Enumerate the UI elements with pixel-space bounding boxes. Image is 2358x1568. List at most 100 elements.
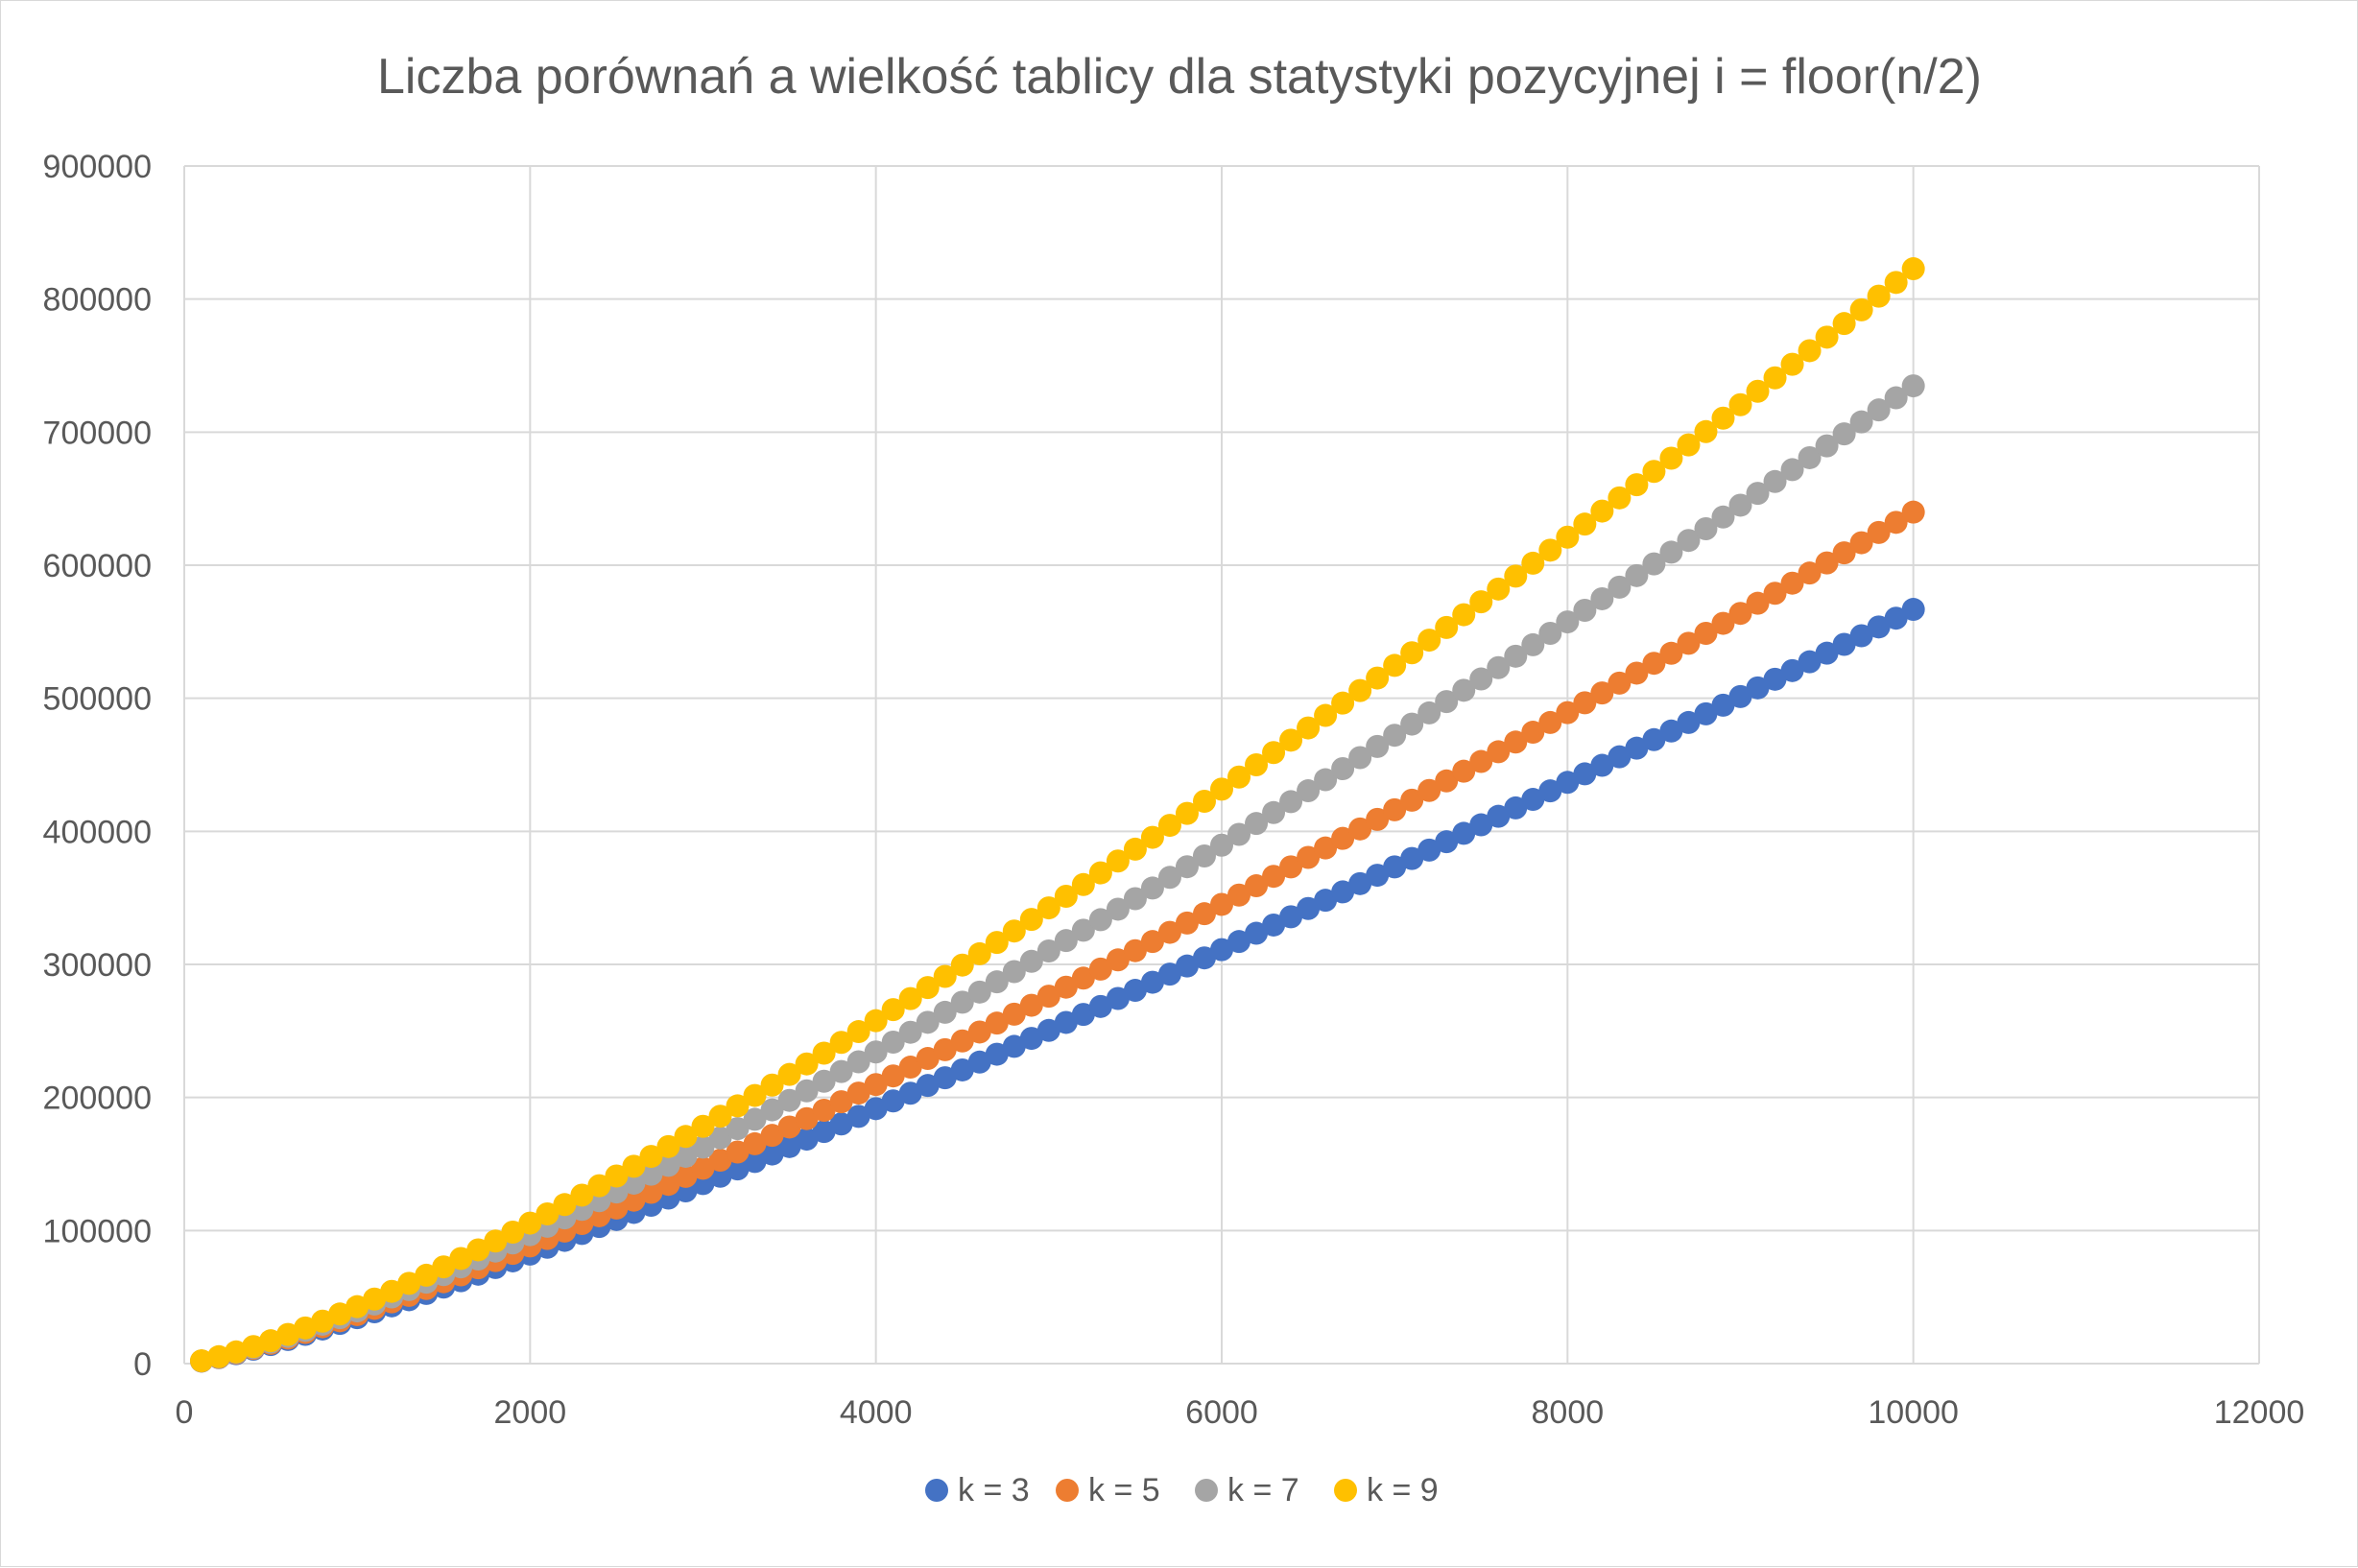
y-tick-label: 300000 [43,947,152,984]
data-point [1417,701,1441,725]
x-tick-label: 10000 [1868,1394,1959,1431]
data-point [1175,801,1199,825]
data-point [1728,493,1752,517]
data-point [1452,759,1476,783]
data-point [1746,379,1770,403]
data-point [1192,946,1216,970]
data-point [1867,398,1891,422]
data-point [726,1140,750,1164]
data-point [1366,666,1390,690]
data-point [777,1088,801,1112]
data-point [1279,905,1303,929]
data-point [1331,757,1355,781]
data-point [1521,788,1545,812]
data-point [1849,410,1873,434]
data-point [1867,615,1891,639]
data-point [1366,807,1390,831]
data-point [1054,1010,1078,1034]
data-point [1123,979,1147,1003]
data-point [1435,830,1459,854]
y-tick-label: 900000 [43,149,152,185]
data-point [967,1020,991,1044]
data-point [829,1112,853,1136]
data-point [1417,838,1441,862]
data-point [656,1173,680,1197]
data-point [1849,624,1873,648]
data-point [846,1020,870,1044]
data-point [363,1287,387,1311]
data-point [1140,825,1164,849]
data-point [1002,1002,1026,1026]
data-point [1088,908,1112,932]
data-point [1262,865,1286,889]
data-point [1019,908,1043,932]
data-point [1538,710,1562,734]
data-point [380,1279,404,1303]
data-point [674,1125,698,1149]
data-point [1590,681,1614,705]
data-point [760,1073,784,1097]
data-point [1832,422,1856,446]
data-point [1106,986,1130,1010]
data-point [1192,789,1216,813]
data-point [1036,985,1060,1009]
data-point [1262,913,1286,937]
data-point [501,1220,525,1244]
legend-item: k = 5 [1056,1472,1160,1509]
data-point [812,1098,836,1122]
data-point [829,1031,853,1055]
data-point [881,998,905,1022]
data-point [1400,788,1424,812]
data-point [1763,469,1787,493]
data-point [829,1059,853,1083]
data-point [1573,762,1597,786]
legend-item: k = 3 [925,1472,1030,1509]
data-point [1538,779,1562,803]
legend-label: k = 5 [1088,1472,1160,1509]
data-point [1867,520,1891,544]
data-point [1659,446,1683,470]
data-point [985,970,1009,994]
data-point [1901,598,1925,622]
y-tick-label: 400000 [43,814,152,850]
data-point [1123,887,1147,911]
y-tick-label: 800000 [43,282,152,319]
data-point [1123,837,1147,861]
data-point [1227,930,1251,954]
data-point [898,1081,922,1105]
data-point [674,1144,698,1168]
data-point [1728,684,1752,708]
data-point [1297,896,1321,920]
data-point [812,1120,836,1144]
data-point [1780,352,1804,376]
data-point [1469,590,1493,614]
data-point [1227,883,1251,907]
data-point [1608,575,1632,599]
data-point [1763,667,1787,691]
data-point [1608,486,1632,510]
data-point [1780,458,1804,482]
data-point [1625,473,1649,497]
y-tick-label: 500000 [43,681,152,718]
data-point [656,1134,680,1158]
data-point [846,1050,870,1074]
data-point [1884,386,1908,410]
data-point [1711,406,1735,430]
data-point [777,1115,801,1139]
data-point [1780,571,1804,595]
data-point [1798,445,1822,469]
data-point [1694,621,1718,645]
data-point [1884,511,1908,535]
data-point [1590,499,1614,523]
data-point [1625,563,1649,587]
data-point [1538,621,1562,645]
data-point [1573,599,1597,623]
x-tick-label: 4000 [840,1394,913,1431]
data-point [1780,658,1804,682]
y-axis-tick-labels: 0 100000 200000 300000 400000 500000 600000 700… [43,149,152,1383]
data-point [674,1164,698,1188]
data-point [225,1340,249,1364]
data-point [1694,517,1718,541]
data-point [1849,531,1873,555]
